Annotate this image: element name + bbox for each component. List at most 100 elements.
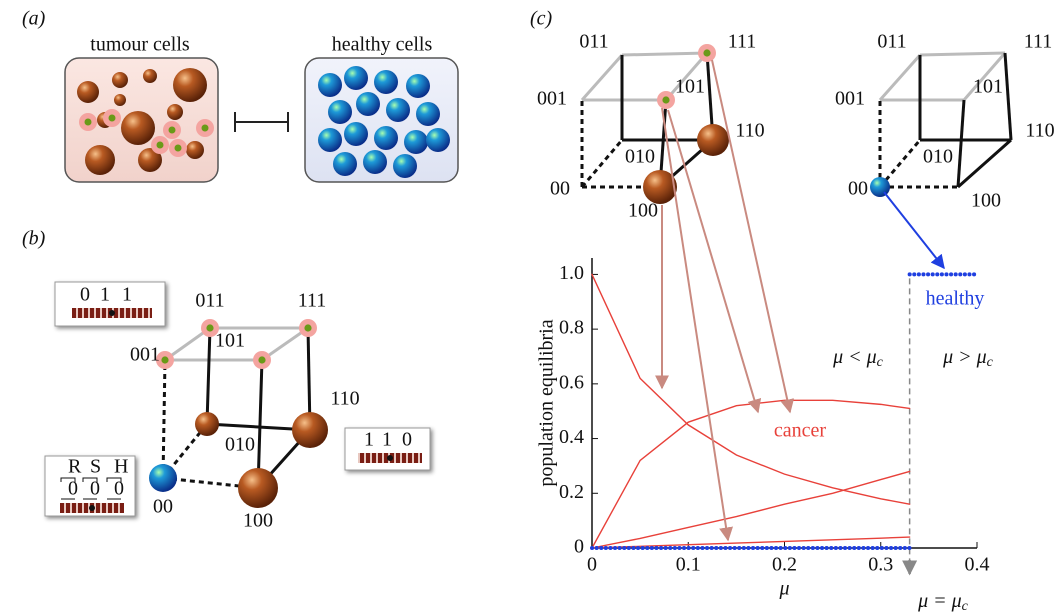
- panel-label: (b): [22, 228, 46, 250]
- cell: [238, 468, 278, 508]
- node-label: 010: [923, 146, 953, 168]
- gene: H: [114, 456, 128, 478]
- cube-edge: [582, 55, 622, 100]
- bit: 0: [80, 284, 90, 306]
- healthy-cell: [333, 152, 357, 176]
- cube-edge: [582, 140, 622, 187]
- mutant-mark: [304, 324, 311, 331]
- healthy-cell: [374, 126, 398, 150]
- mutant-mark: [169, 127, 176, 134]
- tumour-cell: [112, 72, 128, 88]
- mutant-mark: [206, 324, 213, 331]
- gene: R: [68, 456, 82, 478]
- genome-box: R S H 0 0 0: [45, 456, 135, 516]
- healthy-cell: [404, 130, 428, 154]
- cube-edge: [207, 328, 210, 424]
- cell: [195, 412, 219, 436]
- mutant-mark: [109, 115, 116, 122]
- cell: [870, 177, 890, 197]
- annotation-text: μ < μ: [832, 346, 877, 368]
- cube-edge: [880, 55, 920, 100]
- cube-edge: [1005, 53, 1011, 140]
- y-axis-label: population equilibria: [536, 319, 558, 486]
- tumour-cell: [173, 68, 207, 102]
- healthy-cell: [318, 128, 342, 152]
- healthy-cell: [406, 74, 430, 98]
- annotation-text: μ > μ: [942, 346, 987, 368]
- x-tick-label: 0: [587, 554, 597, 576]
- gene: S: [90, 456, 101, 478]
- annotation: μ < μc: [832, 346, 884, 371]
- mutant-mark: [202, 125, 209, 132]
- tumour-cell: [186, 141, 204, 159]
- node-label: 110: [735, 120, 764, 142]
- node-label: 111: [728, 31, 757, 53]
- healthy-cell: [328, 100, 352, 124]
- genome-box: 1 1 0: [345, 428, 430, 470]
- x-tick-label: 0.2: [772, 554, 797, 576]
- bit: 0: [90, 478, 100, 500]
- healthy-cell: [318, 73, 342, 97]
- x-tick-label: 0.3: [868, 554, 893, 576]
- box-title: tumour cells: [90, 34, 190, 56]
- cube-edge: [920, 53, 1005, 55]
- inhibition: [235, 112, 288, 132]
- healthy-cell: [363, 150, 387, 174]
- node-label: 011: [877, 31, 906, 53]
- y-tick-label: 1.0: [559, 262, 584, 284]
- mutant-mark: [161, 356, 168, 363]
- node-label: 111: [1024, 31, 1053, 53]
- node-label: 00: [848, 178, 868, 200]
- node-label: 100: [971, 190, 1001, 212]
- node-label: 00: [550, 178, 570, 200]
- box-title: healthy cells: [332, 34, 433, 56]
- annotation-sub: c: [987, 355, 994, 370]
- y-tick-label: 0.2: [559, 481, 584, 503]
- node-label: 110: [330, 388, 359, 410]
- node-label: 100: [628, 200, 658, 222]
- tumour-cell: [114, 94, 126, 106]
- bit: 1: [364, 429, 374, 451]
- annotation: μ = μc: [917, 590, 969, 615]
- cube-edge: [958, 100, 964, 187]
- figure: (a) tumour cells healthy cells (b) 0 1 1…: [0, 0, 1061, 615]
- y-tick-label: 0.6: [559, 371, 584, 393]
- y-tick-label: 0.8: [559, 317, 584, 339]
- cell: [697, 124, 729, 156]
- x-tick-label: 0.4: [965, 554, 990, 576]
- node-label: 101: [675, 76, 705, 98]
- annotation: μ > μc: [942, 346, 994, 371]
- mutant-mark: [175, 145, 182, 152]
- tumour-cell: [121, 111, 155, 145]
- cube-edge: [958, 140, 1011, 187]
- y-tick-label: 0.4: [559, 426, 584, 448]
- node-label: 010: [225, 434, 255, 456]
- node-label: 001: [130, 344, 160, 366]
- x-tick-label: 0.1: [676, 554, 701, 576]
- cube: 00 100 010 001 110 101 011 111: [537, 31, 765, 222]
- annotation-sub: c: [877, 355, 884, 370]
- bit: 0: [68, 478, 78, 500]
- node-label: 011: [579, 31, 608, 53]
- annotation: cancer: [774, 420, 827, 442]
- tumour-cell: [167, 104, 183, 120]
- bit: 1: [122, 284, 132, 306]
- mutant-mark: [85, 119, 92, 126]
- node-label: 100: [243, 510, 273, 532]
- node-label: 101: [973, 76, 1003, 98]
- node-label: 111: [298, 290, 327, 312]
- node-label: 00: [153, 496, 173, 518]
- mutant-mark: [703, 49, 710, 56]
- tumour-cell: [85, 145, 115, 175]
- x-axis-label: μ: [778, 578, 789, 600]
- bit: 0: [114, 478, 124, 500]
- healthy-cell: [344, 122, 368, 146]
- mutant-mark: [157, 142, 164, 149]
- node-label: 010: [625, 146, 655, 168]
- node-label: 001: [537, 88, 567, 110]
- bit: 1: [100, 284, 110, 306]
- healthy-cell: [426, 128, 450, 152]
- cell: [292, 412, 328, 448]
- node-label: 110: [1025, 120, 1054, 142]
